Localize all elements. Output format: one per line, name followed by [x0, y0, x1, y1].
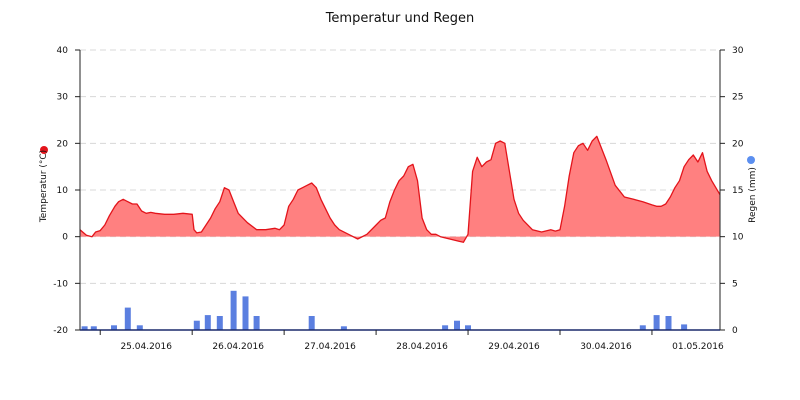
y-left-tick-label: 30	[57, 93, 69, 103]
rain-bar	[308, 316, 315, 330]
rain-bar	[681, 324, 688, 330]
y-left-tick-label: -10	[53, 279, 68, 289]
y-right-tick-label: 30	[732, 46, 744, 56]
rain-bar	[653, 315, 660, 330]
rain-bar	[242, 296, 249, 330]
y-right-tick-label: 15	[732, 186, 743, 196]
y-right-tick-label: 25	[732, 93, 743, 103]
y-left-tick-label: 40	[57, 46, 69, 56]
x-tick-label: 01.05.2016	[672, 342, 724, 352]
temperature-legend-dot	[40, 146, 48, 154]
rain-bar	[639, 325, 646, 330]
y-left-tick-label: 20	[57, 139, 69, 149]
x-tick-label: 25.04.2016	[120, 342, 172, 352]
rain-bar	[216, 316, 223, 330]
rain-bar	[253, 316, 260, 330]
rain-bar	[81, 326, 88, 330]
axes-group: 40 30 20 10 0 -10 -20 30 25 20 15 10 5 0 25.04.2016 26.…	[53, 46, 743, 352]
y-right-tick-label: 10	[732, 233, 744, 243]
rain-bars-group	[81, 290, 688, 330]
rain-bar	[665, 316, 672, 330]
y-left-axis-title: Temperatur (°C)	[39, 150, 49, 223]
temperature-area	[80, 136, 720, 243]
temperature-area-group	[79, 135, 721, 243]
rain-bar	[204, 315, 211, 330]
rain-legend-dot	[747, 156, 755, 164]
rain-bar	[111, 325, 117, 330]
chart-title: Temperatur und Regen	[325, 11, 475, 26]
rain-bar	[124, 307, 131, 330]
x-tick-label: 27.04.2016	[304, 342, 356, 352]
x-tick-label: 29.04.2016	[488, 342, 540, 352]
gridlines	[80, 49, 720, 284]
x-tick-label: 30.04.2016	[580, 342, 632, 352]
temperature-line	[79, 135, 721, 243]
y-right-tick-label: 5	[732, 279, 738, 289]
y-right-tick-label: 0	[732, 326, 738, 336]
y-right-axis-title: Regen (mm)	[748, 167, 758, 223]
rain-bar	[465, 325, 471, 330]
y-left-tick-label: 0	[62, 233, 68, 243]
rain-bar	[454, 320, 460, 330]
rain-bar	[442, 325, 449, 330]
y-right-tick-label: 20	[732, 139, 744, 149]
rain-bar	[340, 326, 347, 330]
y-left-tick-label: 10	[57, 186, 69, 196]
x-tick-label: 28.04.2016	[396, 342, 448, 352]
rain-bar	[230, 290, 237, 330]
rain-bar	[193, 320, 200, 330]
x-tick-label: 26.04.2016	[212, 342, 264, 352]
rain-bar	[90, 326, 97, 330]
y-left-tick-label: -20	[53, 326, 68, 336]
rain-bar	[136, 325, 143, 330]
